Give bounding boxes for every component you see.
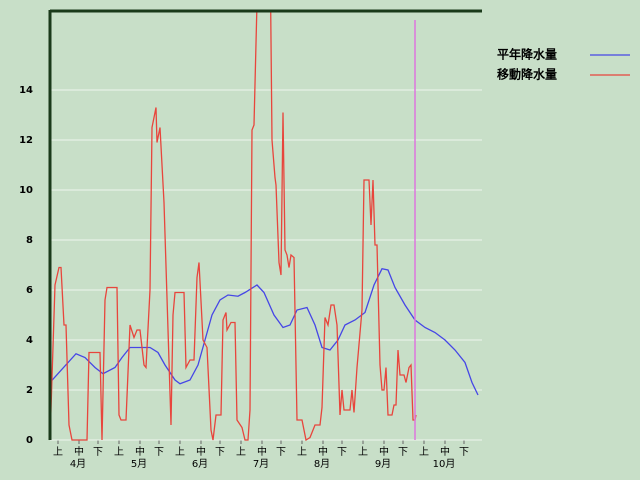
x-tick-label: 中 [74,445,84,458]
x-tick-label: 上 [114,446,124,458]
x-tick-label: 上 [358,446,368,458]
plot-area [50,10,479,441]
x-tick-label: 中 [257,445,267,458]
labels: 02468101214上中下上中下上中下上中下上中下上中下上中下4月 5月 6月 7月… [19,85,469,470]
frame [48,9,482,440]
x-tick-label: 中 [318,445,328,458]
y-tick-label: 0 [26,435,33,446]
x-tick-label: 中 [440,445,450,458]
y-tick-label: 14 [19,85,33,96]
x-tick-label: 上 [297,446,307,458]
month-label: 8月 [314,458,330,470]
month-label: 4月 [70,458,86,470]
month-label: 9月 [375,458,391,470]
y-tick-label: 12 [19,135,33,146]
x-tick-label: 上 [175,446,185,458]
legend-label: 平年降水量 [497,47,557,62]
x-tick-label: 中 [135,445,145,458]
month-label: 6月 [192,458,208,470]
x-tick-label: 上 [419,446,429,458]
month-label: 7月 [253,458,269,470]
x-tick-label: 下 [154,447,164,458]
grid [50,89,482,444]
y-tick-label: 10 [19,185,33,196]
series-line [50,10,417,441]
x-tick-label: 下 [93,447,103,458]
x-tick-label: 下 [337,447,347,458]
y-tick-label: 2 [26,385,33,396]
y-tick-label: 8 [26,235,33,246]
x-tick-label: 中 [196,445,206,458]
legend-label: 移動降水量 [497,67,557,82]
x-tick-label: 上 [236,446,246,458]
x-tick-label: 下 [215,447,225,458]
y-tick-label: 4 [26,335,33,346]
x-tick-label: 下 [459,447,469,458]
x-tick-label: 下 [398,447,408,458]
x-tick-label: 下 [276,447,286,458]
x-tick-label: 上 [53,446,63,458]
month-label: 5月 [131,458,147,470]
month-label: 10月 [433,458,456,470]
y-tick-label: 6 [26,285,33,296]
x-tick-label: 中 [379,445,389,458]
